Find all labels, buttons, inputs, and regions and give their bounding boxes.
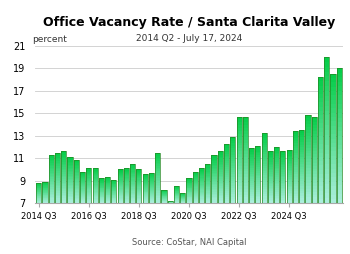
Text: percent: percent: [32, 35, 67, 44]
Text: 2014 Q2 - July 17, 2024: 2014 Q2 - July 17, 2024: [136, 34, 242, 43]
Text: Source: CoStar, NAI Capital: Source: CoStar, NAI Capital: [132, 238, 246, 247]
Title: Office Vacancy Rate / Santa Clarita Valley: Office Vacancy Rate / Santa Clarita Vall…: [43, 16, 335, 29]
